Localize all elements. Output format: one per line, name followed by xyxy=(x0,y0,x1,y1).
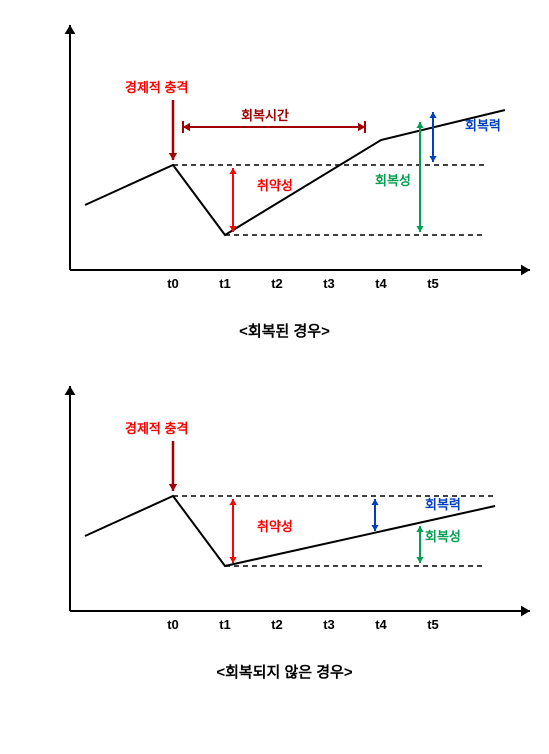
axis-tick-label: t4 xyxy=(375,617,387,632)
resilience-green-label: 회복성 xyxy=(375,173,411,188)
resilience-blue-label: 회복력 xyxy=(425,497,461,512)
resilience-green-label: 회복성 xyxy=(425,529,461,544)
axis-tick-label: t3 xyxy=(323,276,335,291)
resilience-blue-label: 회복력 xyxy=(465,118,501,133)
chart-not-recovered: t0 t1 t2 t3 t4 t5 경제적 충격취약성 회복력회복성 xyxy=(25,371,545,641)
axis-tick-label: t0 xyxy=(167,276,179,291)
axis-tick-label: t2 xyxy=(271,276,283,291)
axis-tick-label: t1 xyxy=(219,276,231,291)
chart1-caption: <회복된 경우> xyxy=(10,320,549,341)
axis-tick-label: t0 xyxy=(167,617,179,632)
chart-recovered: t0 t1 t2 t3 t4 t5 경제적 충격회복시간취약성 회복력회복성 xyxy=(25,10,545,300)
vulnerability-label: 취약성 xyxy=(257,178,293,193)
axis-tick-label: t5 xyxy=(427,617,439,632)
shock-label: 경제적 충격 xyxy=(125,421,188,436)
axis-tick-label: t1 xyxy=(219,617,231,632)
chart-svg-2: t0 t1 t2 t3 t4 t5 경제적 충격취약성 회복력회복성 xyxy=(25,371,545,641)
shock-label: 경제적 충격 xyxy=(125,80,188,95)
chart2-caption: <회복되지 않은 경우> xyxy=(10,661,549,682)
axis-tick-label: t4 xyxy=(375,276,387,291)
vulnerability-label: 취약성 xyxy=(257,519,293,534)
axis-tick-label: t2 xyxy=(271,617,283,632)
axis-tick-label: t3 xyxy=(323,617,335,632)
chart-svg-1: t0 t1 t2 t3 t4 t5 경제적 충격회복시간취약성 회복력회복성 xyxy=(25,10,545,300)
axis-tick-label: t5 xyxy=(427,276,439,291)
recover-time-label: 회복시간 xyxy=(241,108,289,123)
